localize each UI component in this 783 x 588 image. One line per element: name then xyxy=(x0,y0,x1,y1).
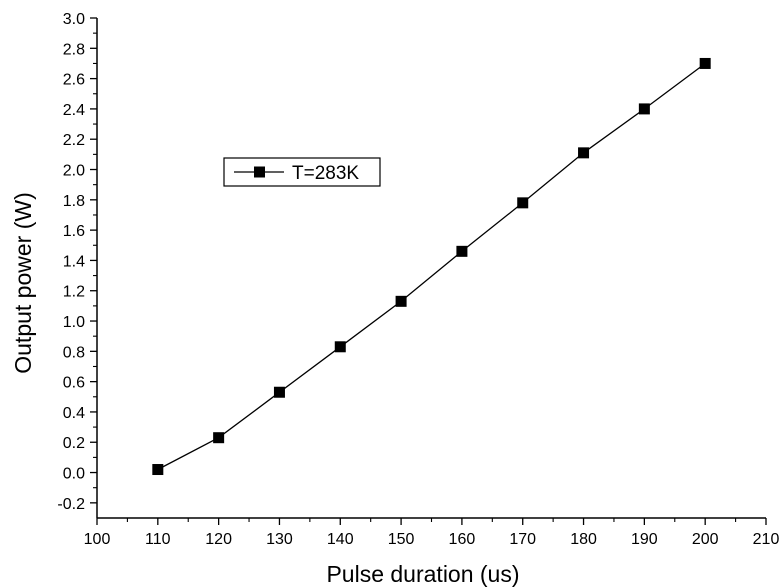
x-tick-label: 140 xyxy=(327,531,354,548)
y-tick-label: 2.2 xyxy=(63,132,85,149)
data-point xyxy=(395,295,407,307)
legend-box xyxy=(223,157,381,187)
y-tick-label: 0.2 xyxy=(63,435,85,452)
y-tick-label: 2.0 xyxy=(63,163,85,180)
legend: T=283K xyxy=(223,157,381,187)
x-tick-label: 100 xyxy=(84,531,111,548)
y-tick-label: 0.8 xyxy=(63,344,85,361)
y-tick-label: 1.8 xyxy=(63,193,85,210)
data-point xyxy=(152,464,164,476)
x-tick-label: 210 xyxy=(753,531,780,548)
y-tick-label: 1.6 xyxy=(63,223,85,240)
x-tick-label: 150 xyxy=(388,531,415,548)
x-tick-label: 130 xyxy=(266,531,293,548)
x-tick-label: 190 xyxy=(631,531,658,548)
series-line xyxy=(157,62,706,471)
ticks-layer: 100 110 120 130 140 150 160 170 180 190 200 210 -0.2… xyxy=(57,11,779,548)
x-tick-label: 170 xyxy=(509,531,536,548)
y-tick-label: 3.0 xyxy=(63,11,85,28)
y-tick-label: 1.2 xyxy=(63,284,85,301)
legend-label: T=283K xyxy=(292,163,359,184)
series-layer xyxy=(152,57,711,476)
data-point xyxy=(638,103,650,115)
data-point xyxy=(456,245,468,257)
y-tick-label: -0.2 xyxy=(57,496,85,513)
y-tick-label: 1.4 xyxy=(63,253,85,270)
y-axis-title: Output power (W) xyxy=(10,192,36,374)
y-tick-label: 0.4 xyxy=(63,405,85,422)
data-point xyxy=(517,197,529,209)
x-axis-title: Pulse duration (us) xyxy=(326,561,519,587)
data-point xyxy=(334,341,346,353)
y-tick-label: 2.6 xyxy=(63,72,85,89)
data-point xyxy=(578,147,590,159)
y-tick-label: 2.4 xyxy=(63,102,85,119)
x-tick-label: 120 xyxy=(205,531,232,548)
y-tick-label: 1.0 xyxy=(63,314,85,331)
y-tick-label: 0.6 xyxy=(63,375,85,392)
legend-marker xyxy=(254,166,265,178)
x-tick-label: 180 xyxy=(570,531,597,548)
x-tick-label: 200 xyxy=(692,531,719,548)
x-tick-label: 110 xyxy=(145,531,171,548)
y-tick-label: 2.8 xyxy=(63,41,85,58)
x-tick-label: 160 xyxy=(449,531,476,548)
data-point xyxy=(699,57,711,69)
y-tick-label: 0.0 xyxy=(63,466,85,483)
data-point xyxy=(213,432,225,444)
data-point xyxy=(273,386,285,398)
